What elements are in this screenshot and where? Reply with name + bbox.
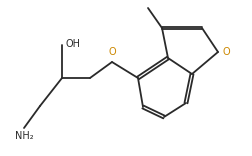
Text: O: O	[108, 47, 115, 57]
Text: NH₂: NH₂	[15, 131, 33, 141]
Text: OH: OH	[65, 39, 80, 49]
Text: O: O	[222, 47, 229, 57]
